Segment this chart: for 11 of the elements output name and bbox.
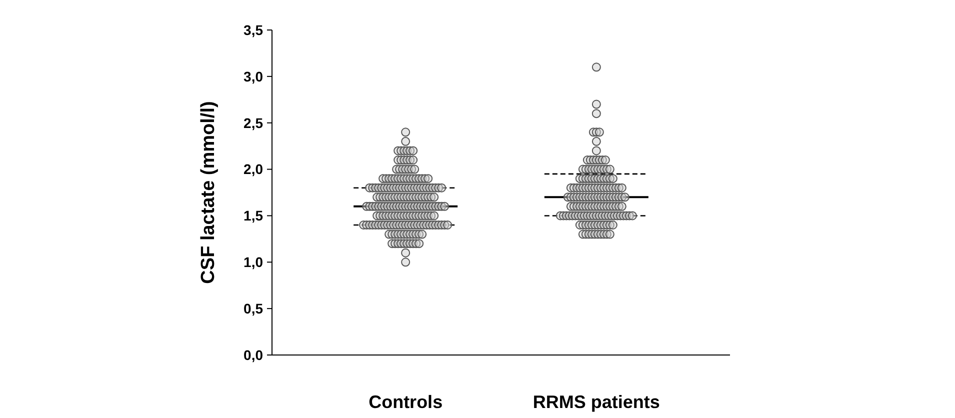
- y-tick-label: 1,0: [244, 254, 264, 270]
- y-axis-title: CSF lactate (mmol/l): [198, 101, 219, 284]
- y-tick-label: 1,5: [244, 208, 264, 224]
- x-tick-label: Controls: [368, 392, 443, 412]
- y-tick-label: 0,5: [244, 300, 264, 316]
- y-tick-label: 0,0: [244, 346, 264, 363]
- y-tick-label: 2,0: [244, 161, 264, 178]
- x-tick-label: RRMS patients: [532, 392, 660, 412]
- y-tick-label: 3,0: [244, 68, 264, 84]
- y-tick-label: 3,5: [244, 22, 264, 38]
- y-tick-label: 2,5: [244, 114, 264, 131]
